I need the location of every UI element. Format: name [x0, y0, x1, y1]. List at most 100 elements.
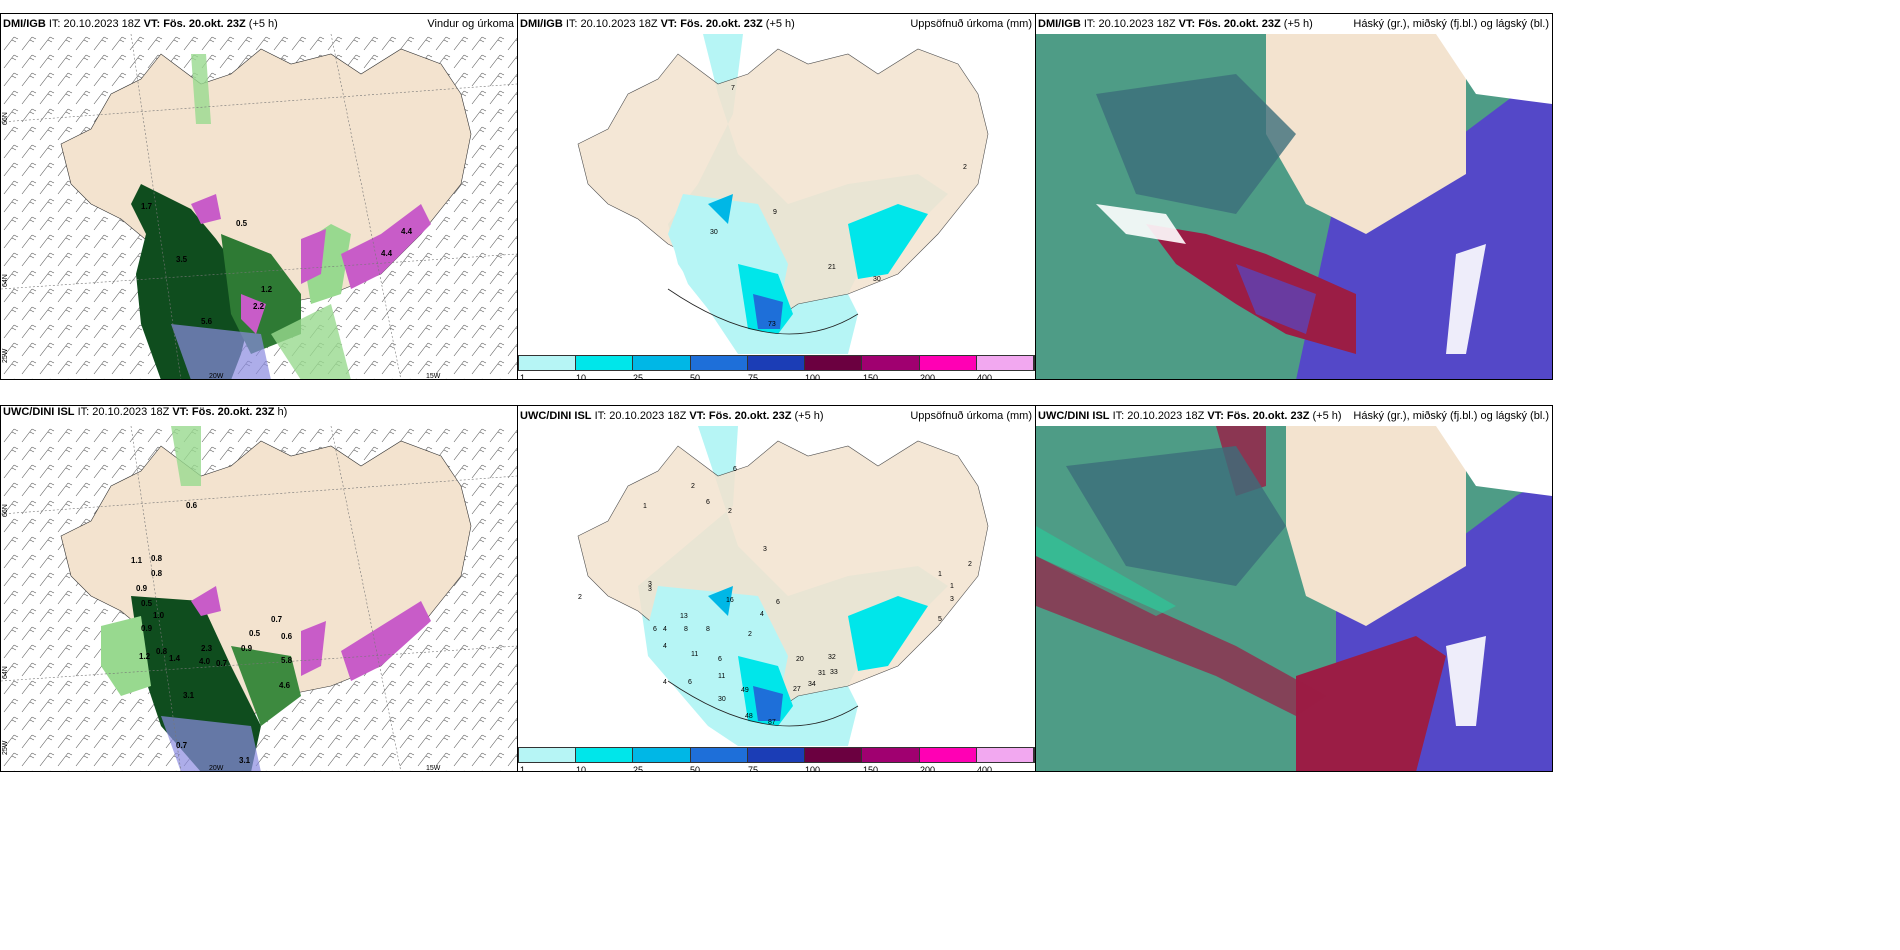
- precip-value: 2: [691, 483, 695, 490]
- wind-value: 0.5: [141, 599, 153, 608]
- colorbar-label: 75: [748, 765, 759, 772]
- precip-value: 2: [578, 594, 582, 601]
- colorbar-cell: [862, 356, 920, 370]
- wind-value: 0.7: [176, 741, 188, 750]
- colorbar-cell: [633, 356, 691, 370]
- colorbar-label: 10: [576, 373, 587, 380]
- precip-value: 49: [741, 687, 749, 694]
- precip-value: 20: [796, 656, 804, 663]
- cloud-panel-top: DMI/IGB IT: 20.10.2023 18Z VT: Fös. 20.o…: [1035, 13, 1553, 380]
- precip-value: 11: [691, 651, 698, 658]
- wind-value: 0.5: [249, 629, 261, 638]
- colorbar-cells: [518, 747, 1035, 763]
- colorbar-label: 400: [977, 373, 993, 380]
- colorbar-cell: [805, 356, 863, 370]
- panel-header: UWC/DINI ISL IT: 20.10.2023 18Z VT: Fös.…: [3, 406, 288, 418]
- panel-header: DMI/IGB IT: 20.10.2023 18Z VT: Fös. 20.o…: [520, 18, 795, 30]
- precip-value: 3: [648, 581, 652, 588]
- precip-value: 34: [808, 681, 816, 688]
- colorbar-label: 1: [520, 765, 526, 772]
- lat-label-66: 66N: [2, 112, 9, 125]
- precip-value: 3: [763, 546, 767, 553]
- precip-value: 6: [718, 656, 722, 663]
- panel-header: DMI/IGB IT: 20.10.2023 18Z VT: Fös. 20.o…: [1038, 18, 1313, 30]
- lon-label-15: 15W: [426, 765, 441, 772]
- precip-panel-bottom: UWC/DINI ISL IT: 20.10.2023 18Z VT: Fös.…: [517, 405, 1036, 772]
- precip-value: 13: [680, 613, 688, 620]
- lat-label-64: 64N: [2, 666, 9, 679]
- precip-value: 2: [968, 561, 972, 568]
- wind-value: 0.8: [151, 569, 163, 578]
- colorbar-cell: [862, 748, 920, 762]
- precip-value: 4: [663, 626, 667, 633]
- colorbar-label: 100: [805, 373, 821, 380]
- precip-value: 87: [768, 719, 776, 726]
- panel-title: Háský (gr.), miðský (fj.bl.) og lágský (…: [1353, 410, 1549, 422]
- wind-value: 2.2: [253, 302, 265, 311]
- wind-value: 4.6: [279, 681, 291, 690]
- colorbar-label: 200: [920, 765, 936, 772]
- colorbar-label: 150: [863, 373, 879, 380]
- panel-header: UWC/DINI ISL IT: 20.10.2023 18Z VT: Fös.…: [520, 410, 824, 422]
- precip-value: 16: [726, 597, 734, 604]
- colorbar-cells: [518, 355, 1035, 371]
- colorbar-cell: [976, 356, 1034, 370]
- wind-value: 0.5: [236, 219, 248, 228]
- wind-value: 1.4: [169, 654, 181, 663]
- wind-value: 0.8: [156, 647, 168, 656]
- colorbar-cell: [690, 356, 748, 370]
- colorbar-cell: [576, 356, 634, 370]
- wind-value: 0.9: [141, 624, 153, 633]
- precip-value: 30: [873, 276, 881, 283]
- precip-value: 8: [684, 626, 688, 633]
- lat-label-66: 66N: [2, 504, 9, 517]
- wind-value: 4.0: [199, 657, 211, 666]
- wind-value: 4.4: [381, 249, 393, 258]
- precip-value: 2: [748, 631, 752, 638]
- wind-value: 5.8: [281, 656, 293, 665]
- wind-value: 1.7: [141, 202, 153, 211]
- wind-value: 0.7: [216, 659, 228, 668]
- colorbar-cell: [919, 748, 977, 762]
- precip-colorbar: 1 10 25 50 75 100 150 200 400: [518, 355, 1035, 380]
- precip-value: 6: [706, 499, 710, 506]
- precip-value: 30: [718, 696, 726, 703]
- colorbar-label: 100: [805, 765, 821, 772]
- cloud-panel-bottom: UWC/DINI ISL IT: 20.10.2023 18Z VT: Fös.…: [1035, 405, 1553, 772]
- colorbar-cell: [633, 748, 691, 762]
- wind-map: 66N 64N 25W 20W 15W 0.6 1.1 0.8 0.8 0.9 …: [1, 426, 517, 772]
- colorbar-cell: [690, 748, 748, 762]
- colorbar-cell: [976, 748, 1034, 762]
- colorbar-label: 150: [863, 765, 879, 772]
- lon-label-20: 20W: [209, 373, 224, 380]
- wind-map: 66N 64N 25W 20W 15W 1.7 0.5 3.5 1.2 5.6 …: [1, 34, 517, 380]
- lon-label-20: 20W: [209, 765, 224, 772]
- wind-value: 0.6: [281, 632, 293, 641]
- precip-value: 2: [728, 508, 732, 515]
- wind-value: 1.2: [261, 285, 273, 294]
- colorbar-label: 400: [977, 765, 993, 772]
- precip-value: 6: [733, 466, 737, 473]
- wind-value: 4.4: [401, 227, 413, 236]
- precip-value: 32: [828, 654, 836, 661]
- colorbar-label: 200: [920, 373, 936, 380]
- wind-precip-panel-bottom: UWC/DINI ISL IT: 20.10.2023 18Z VT: Fös.…: [0, 405, 518, 772]
- wind-value: 0.9: [136, 584, 148, 593]
- wind-value: 2.3: [201, 644, 213, 653]
- colorbar-cell: [747, 356, 806, 370]
- colorbar-label: 1: [520, 373, 526, 380]
- lon-label-15: 15W: [426, 373, 441, 380]
- precip-map: 7 2 9 30 21 30 73: [577, 34, 989, 354]
- cloud-map: [1036, 34, 1552, 379]
- precip-value: 1: [938, 571, 942, 578]
- precip-value: 3: [648, 586, 652, 593]
- precip-colorbar: 1 10 25 50 75 100 150 200 400: [518, 747, 1035, 772]
- precip-value: 6: [776, 599, 780, 606]
- wind-value: 0.6: [186, 501, 198, 510]
- precip-panel-top: DMI/IGB IT: 20.10.2023 18Z VT: Fös. 20.o…: [517, 13, 1036, 380]
- wind-value: 1.2: [139, 652, 151, 661]
- precip-value: 21: [828, 264, 836, 271]
- wind-value: 1.1: [131, 556, 143, 565]
- panel-title: Uppsöfnuð úrkoma (mm): [910, 410, 1032, 422]
- colorbar-label: 25: [633, 373, 644, 380]
